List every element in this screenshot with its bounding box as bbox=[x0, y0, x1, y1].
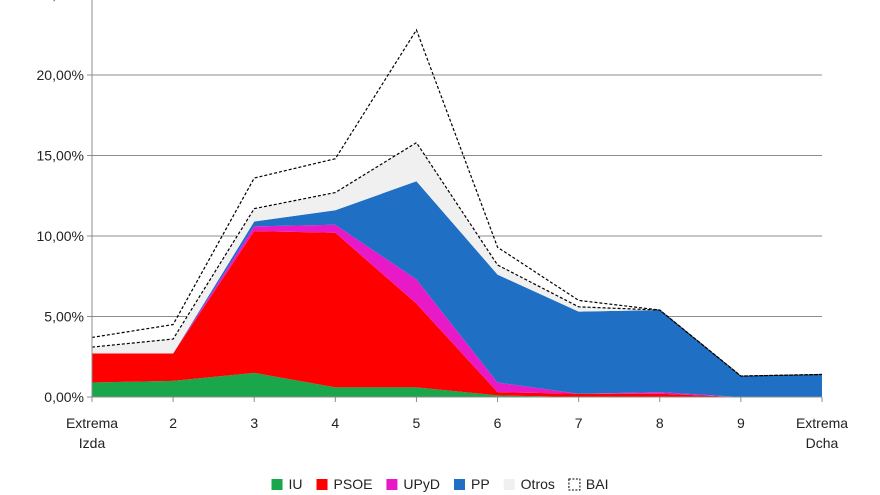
series-outlines bbox=[91, 28, 823, 377]
legend-swatch bbox=[503, 479, 515, 490]
x-tick-label-line: 8 bbox=[656, 415, 664, 431]
axes bbox=[87, 0, 823, 402]
x-tick-label: Extrema Izda bbox=[66, 415, 118, 451]
x-tick-label: 2 bbox=[169, 415, 177, 431]
area-iu bbox=[92, 372, 822, 397]
legend-swatch bbox=[386, 479, 398, 490]
y-tick-label: 0,00% bbox=[44, 389, 84, 405]
y-tick-label: 5,00% bbox=[44, 309, 84, 325]
area-pp bbox=[92, 181, 822, 397]
y-tick-label: 10,00% bbox=[37, 228, 84, 244]
legend-swatch bbox=[316, 479, 328, 490]
legend: IU PSOE UPyD PP Otros BAI bbox=[271, 476, 609, 492]
x-tick-label-line: Dcha bbox=[806, 435, 839, 451]
x-tick-label-line: Extrema bbox=[796, 415, 848, 431]
legend-swatch bbox=[453, 479, 465, 490]
x-tick-label: 8 bbox=[656, 415, 664, 431]
legend-item-pp: PP bbox=[453, 476, 490, 492]
outline-bai-top bbox=[91, 28, 823, 377]
legend-item-bai: BAI bbox=[568, 476, 609, 492]
legend-label: BAI bbox=[586, 476, 609, 492]
legend-label: PSOE bbox=[334, 476, 373, 492]
legend-label: UPyD bbox=[403, 476, 440, 492]
x-tick-label-line: Izda bbox=[79, 435, 106, 451]
legend-item-psoe: PSOE bbox=[316, 476, 373, 492]
area-psoe bbox=[92, 231, 822, 397]
legend-swatch bbox=[271, 479, 283, 490]
y-tick-label: 15,00% bbox=[37, 148, 84, 164]
x-tick-label-line: 6 bbox=[494, 415, 502, 431]
y-tick-label: 25,00% bbox=[37, 0, 84, 3]
x-tick-label: 7 bbox=[575, 415, 583, 431]
y-tick-labels: 0,00% 5,00% 10,00% 15,00% 20,00% 25,00% bbox=[37, 0, 84, 405]
x-tick-label-line: 5 bbox=[413, 415, 421, 431]
x-tick-label-line: 9 bbox=[737, 415, 745, 431]
legend-item-upyd: UPyD bbox=[386, 476, 440, 492]
legend-label: IU bbox=[289, 476, 303, 492]
x-tick-labels: Extrema Izda 2 3 4 5 6 7 8 9 Extrema Dcha bbox=[66, 415, 848, 451]
series-areas bbox=[92, 142, 822, 397]
x-tick-label: 9 bbox=[737, 415, 745, 431]
x-tick-label-line: 2 bbox=[169, 415, 177, 431]
x-tick-label: Extrema Dcha bbox=[796, 415, 848, 451]
area-otros bbox=[92, 142, 822, 377]
x-tick-label-line: Extrema bbox=[66, 415, 118, 431]
x-tick-label: 4 bbox=[331, 415, 339, 431]
outline-bai-bottom bbox=[91, 141, 823, 377]
x-tick-label-line: 4 bbox=[331, 415, 339, 431]
x-tick-label-line: 3 bbox=[250, 415, 258, 431]
x-tick-label-line: 7 bbox=[575, 415, 583, 431]
x-tick-label: 5 bbox=[413, 415, 421, 431]
legend-swatch bbox=[568, 478, 581, 491]
x-tick-label: 6 bbox=[494, 415, 502, 431]
x-tick-label: 3 bbox=[250, 415, 258, 431]
legend-item-iu: IU bbox=[271, 476, 303, 492]
legend-label: PP bbox=[471, 476, 490, 492]
y-tick-label: 20,00% bbox=[37, 67, 84, 83]
legend-item-otros: Otros bbox=[503, 476, 555, 492]
legend-label: Otros bbox=[521, 476, 555, 492]
